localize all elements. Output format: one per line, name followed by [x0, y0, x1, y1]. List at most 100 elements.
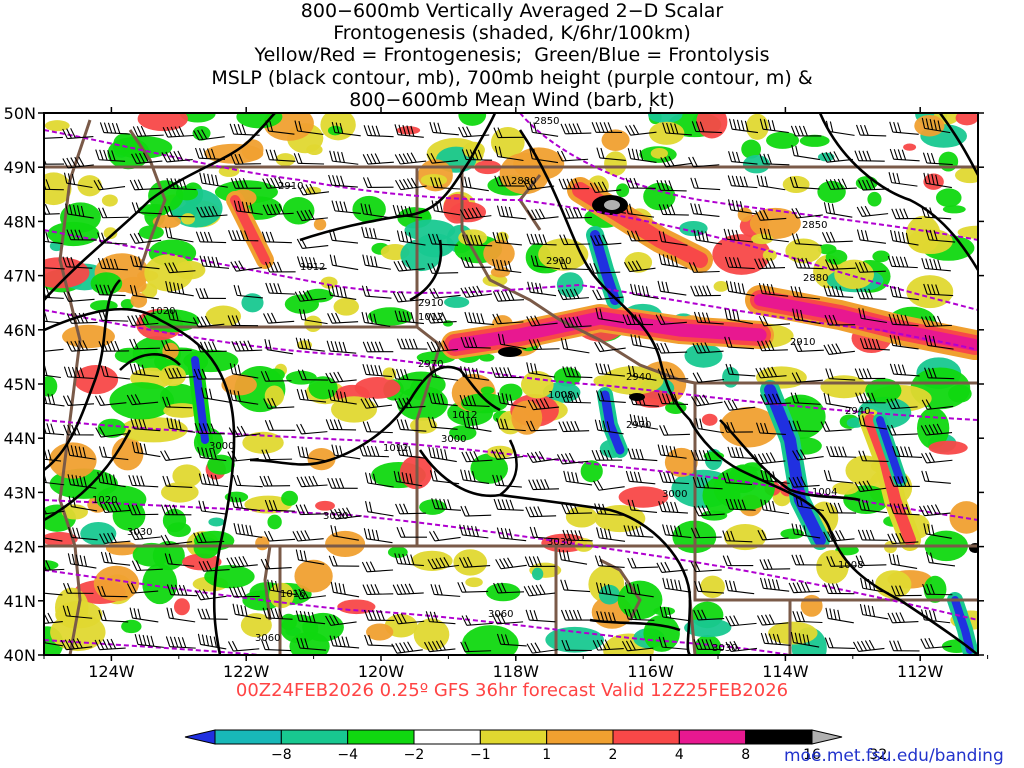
frontogenesis-cell: [240, 613, 272, 638]
wind-barb: [265, 261, 296, 273]
wind-barb: [331, 121, 361, 137]
wind-barb: [589, 181, 622, 194]
wind-barb: [228, 230, 259, 242]
wind-barb: [261, 231, 292, 244]
wind-barb: [662, 577, 692, 593]
wind-barb: [558, 178, 590, 190]
wind-barb: [66, 229, 97, 241]
frontogenesis-cell: [723, 523, 767, 551]
colorbar-box: [413, 729, 481, 745]
wind-barb: [524, 556, 556, 568]
frontogenesis-cell: [80, 522, 117, 546]
frontogenesis-cell: [304, 315, 322, 332]
wind-barb: [297, 369, 329, 381]
wind-barb: [429, 470, 460, 485]
wind-barb: [630, 283, 659, 300]
height-contour: [519, 113, 978, 241]
frontogenesis-cell: [111, 436, 144, 471]
wind-barb: [325, 614, 357, 626]
wind-barb: [392, 583, 424, 596]
frontogenesis-cell: [762, 249, 777, 261]
wind-barb: [197, 633, 227, 650]
lon-label: 120W: [358, 662, 405, 681]
frontogenesis-cell: [121, 619, 142, 634]
wind-barb: [331, 444, 361, 460]
wind-barb: [298, 308, 328, 325]
wind-barb: [267, 579, 296, 596]
frontogenesis-cell: [766, 131, 800, 149]
wind-barb: [821, 231, 853, 243]
title-line-2: Frontogenesis (shaded, K/6hr/100km): [333, 22, 691, 44]
wind-barb: [561, 503, 593, 515]
credit-link[interactable]: moe.met.fsu.edu/banding: [784, 746, 1004, 766]
border-line: [693, 383, 978, 602]
wind-barb: [759, 559, 791, 570]
lat-label: 47N: [4, 267, 36, 286]
wind-barb: [657, 393, 689, 405]
wind-barb: [427, 557, 460, 570]
wind-barb: [662, 122, 692, 136]
frontogenesis-cell: [751, 233, 774, 245]
frontogenesis-cell: [205, 305, 242, 327]
wind-barb: [260, 558, 292, 570]
mslp-contour: [589, 618, 681, 632]
wind-barb: [197, 446, 227, 462]
title-line-5: 800−600mb Mean Wind (barb, kt): [349, 89, 675, 111]
wind-barb: [194, 423, 225, 435]
wind-barb: [330, 525, 359, 541]
border-line: [263, 545, 272, 621]
frontogenesis-cell: [44, 375, 58, 397]
frontogenesis-cell: [712, 234, 771, 275]
wind-barb: [264, 499, 295, 512]
wind-barb: [263, 530, 296, 542]
wind-barb: [528, 479, 559, 491]
wind-barb: [262, 203, 294, 216]
frontogenesis-cell: [142, 563, 178, 605]
wind-barb: [160, 450, 192, 461]
wind-barb: [100, 551, 131, 566]
wind-barb: [492, 290, 524, 302]
wind-barb: [792, 611, 823, 624]
wind-barb: [492, 259, 522, 274]
wind-barb: [860, 577, 889, 594]
wind-barb: [594, 555, 625, 568]
wind-barb: [161, 340, 192, 351]
wind-barb: [462, 416, 492, 432]
wind-barb: [923, 283, 954, 297]
wind-barb: [724, 336, 755, 350]
lon-label: 124W: [88, 662, 135, 681]
wind-barb: [793, 257, 824, 270]
wind-barb: [328, 174, 358, 188]
wind-barb: [693, 609, 725, 621]
wind-barb: [232, 603, 261, 620]
frontogenesis-cell: [208, 517, 225, 527]
wind-barb: [98, 207, 129, 219]
wind-barb: [329, 150, 359, 165]
wind-barb: [855, 392, 886, 404]
wind-barb: [625, 177, 656, 189]
frontogenesis-cell: [101, 194, 118, 207]
frontogenesis-cell: [244, 495, 292, 514]
wind-barb: [886, 398, 918, 410]
wind-barb: [690, 527, 722, 539]
wind-barb: [725, 280, 755, 297]
wind-barb: [459, 207, 492, 220]
wind-barb: [527, 208, 559, 221]
wind-barb: [201, 387, 230, 403]
wind-barb: [856, 229, 886, 244]
wind-barb: [823, 285, 854, 298]
frontogenesis-cell: [820, 375, 868, 399]
wind-barb: [95, 426, 127, 438]
wind-barb: [358, 445, 390, 458]
wind-barb: [392, 613, 425, 625]
wind-barb: [395, 177, 427, 191]
longitude-axis: 124W122W120W118W116W114W112W110W108W106W: [43, 107, 989, 681]
wind-barb: [198, 500, 228, 515]
wind-barb: [97, 471, 126, 488]
wind-barb: [826, 445, 857, 458]
wind-barb: [791, 372, 823, 383]
wind-barb: [228, 425, 261, 438]
wind-barb: [692, 476, 723, 490]
wind-barb: [594, 341, 626, 353]
